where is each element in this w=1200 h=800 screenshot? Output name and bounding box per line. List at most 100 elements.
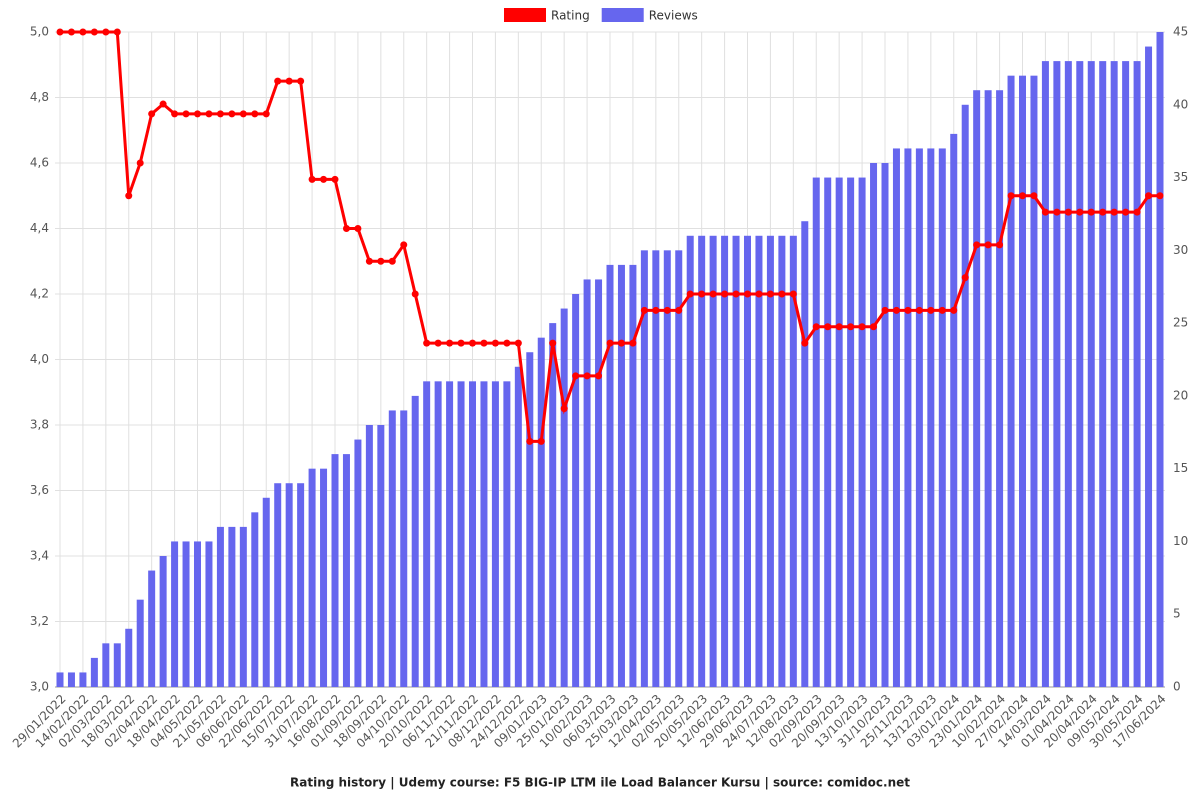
bar (308, 468, 316, 687)
rating-point (205, 110, 213, 118)
rating-point (812, 323, 820, 331)
rating-point (90, 28, 98, 36)
y-tick-label: 5,0 (30, 25, 49, 39)
rating-point (377, 257, 385, 265)
bar (285, 483, 293, 687)
rating-point (216, 110, 224, 118)
bar (1122, 61, 1130, 688)
bar (1007, 75, 1015, 687)
rating-point (961, 274, 969, 282)
rating-point (549, 339, 557, 347)
bar (938, 148, 946, 687)
rating-point (480, 339, 488, 347)
rating-point (996, 241, 1004, 249)
bar (136, 599, 144, 687)
y-tick-label: 4,4 (30, 221, 49, 235)
rating-point (56, 28, 64, 36)
bar (847, 177, 855, 688)
rating-point (537, 437, 545, 445)
rating-point (239, 110, 247, 118)
rating-point (365, 257, 373, 265)
rating-point (858, 323, 866, 331)
bar (996, 90, 1004, 687)
y-tick-label: 3,8 (30, 418, 49, 432)
y2-tick-label: 35 (1173, 170, 1188, 184)
rating-point (583, 372, 591, 380)
bar (365, 425, 373, 687)
rating-point (824, 323, 832, 331)
y2-tick-label: 25 (1173, 316, 1188, 330)
bar (125, 628, 133, 687)
y2-tick-label: 40 (1173, 97, 1188, 111)
rating-point (663, 306, 671, 314)
rating-point (572, 372, 580, 380)
rating-point (388, 257, 396, 265)
rating-point (709, 290, 717, 298)
rating-point (125, 192, 133, 200)
bar (640, 250, 648, 688)
bar (789, 235, 797, 687)
rating-point (159, 100, 167, 108)
rating-point (927, 306, 935, 314)
bar (67, 672, 75, 687)
bar (480, 381, 488, 687)
y-tick-label: 4,6 (30, 156, 49, 170)
bar (469, 381, 476, 687)
bar (79, 672, 87, 687)
rating-point (228, 110, 236, 118)
rating-point (194, 110, 201, 118)
bar (90, 657, 98, 687)
rating-point (274, 77, 282, 85)
y-tick-label: 3,6 (30, 483, 49, 497)
bar (205, 541, 213, 687)
bar (182, 541, 190, 687)
rating-point (881, 306, 889, 314)
rating-point (308, 175, 316, 183)
rating-point (686, 290, 694, 298)
rating-point (606, 339, 614, 347)
y-tick-label: 3,4 (30, 549, 49, 563)
rating-point (182, 110, 190, 118)
rating-point (1087, 208, 1095, 216)
bar (377, 425, 385, 687)
y-tick-label: 4,2 (30, 287, 49, 301)
bar (766, 235, 774, 687)
bar (778, 235, 786, 687)
rating-point (698, 290, 706, 298)
bar (824, 177, 832, 688)
bar (858, 177, 866, 688)
bar (400, 410, 408, 687)
rating-point (560, 405, 568, 413)
legend-swatch (504, 8, 546, 22)
rating-point (755, 290, 763, 298)
rating-point (1007, 192, 1015, 200)
bar (973, 90, 981, 687)
rating-point (136, 159, 144, 167)
rating-point (675, 306, 683, 314)
legend-label: Rating (551, 9, 590, 23)
rating-point (1156, 192, 1164, 200)
y2-tick-label: 0 (1173, 680, 1181, 694)
rating-point (617, 339, 625, 347)
rating-point (113, 28, 121, 36)
bar (629, 264, 637, 687)
rating-point (514, 339, 522, 347)
y2-tick-label: 10 (1173, 534, 1188, 548)
rating-point (320, 175, 328, 183)
rating-point (904, 306, 912, 314)
rating-point (354, 225, 362, 232)
rating-point (595, 372, 603, 380)
bar (870, 163, 878, 687)
bar (446, 381, 454, 687)
bar (1133, 61, 1141, 688)
bar (927, 148, 935, 687)
rating-point (285, 77, 293, 85)
bar (835, 177, 843, 688)
rating-point (79, 28, 87, 36)
bar (411, 395, 419, 687)
bar (171, 541, 179, 687)
rating-point (801, 339, 809, 347)
rating-point (423, 339, 431, 347)
bar (686, 235, 694, 687)
rating-point (892, 306, 900, 314)
